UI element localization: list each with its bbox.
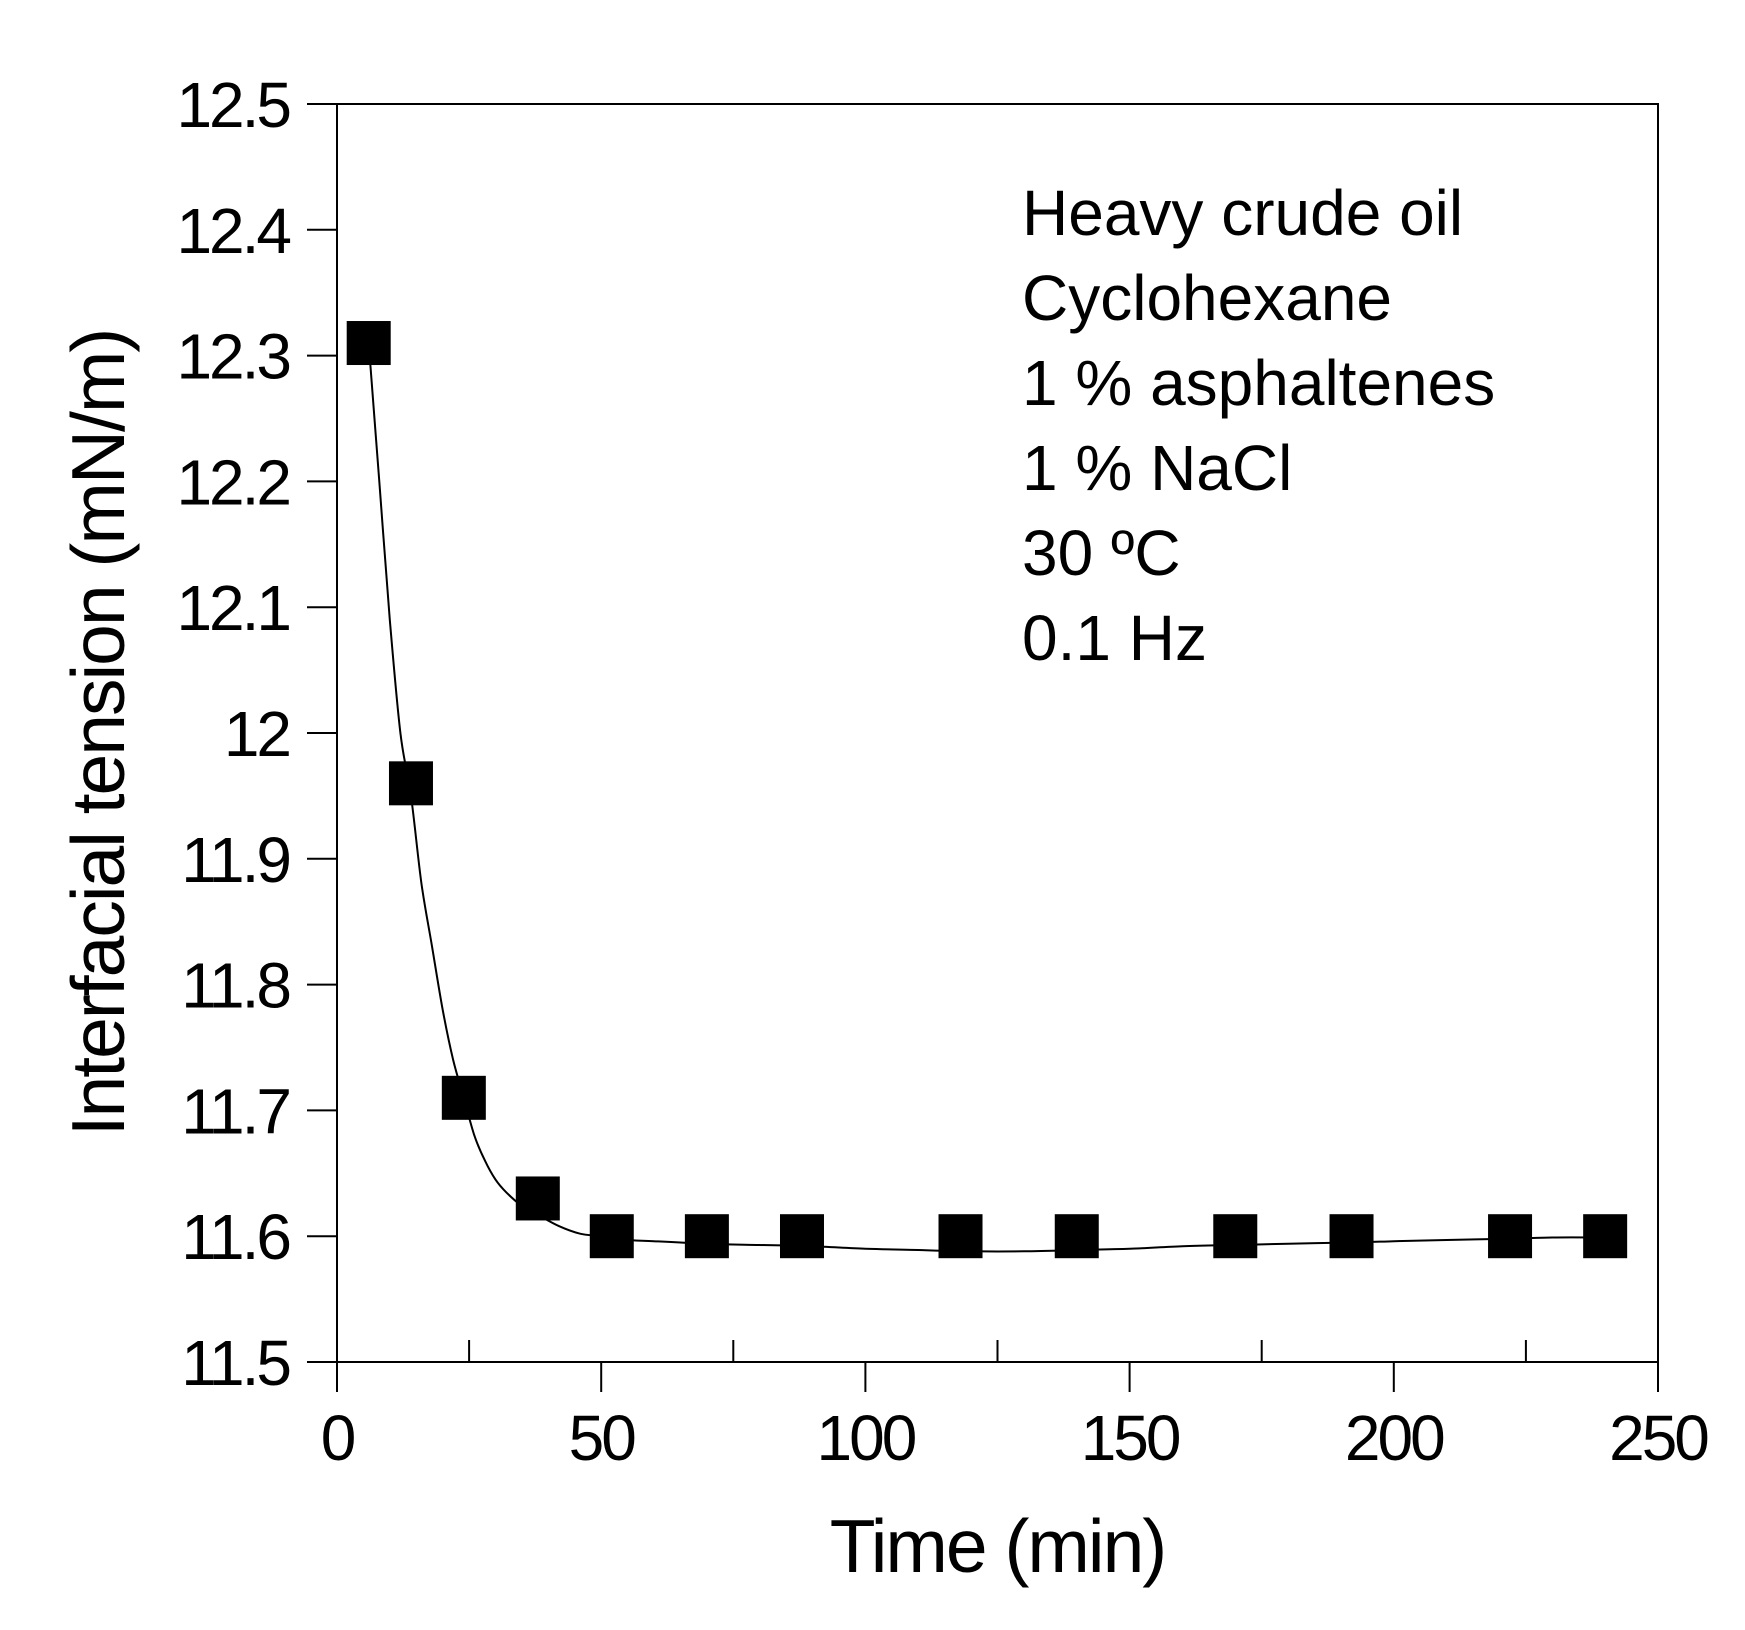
- y-tick-label-3: 11.8: [181, 950, 289, 1022]
- data-point-12: [1583, 1214, 1628, 1259]
- y-tick-label-10: 12.5: [176, 69, 289, 141]
- data-point-9: [1213, 1214, 1258, 1259]
- y-tick-label-9: 12.4: [176, 195, 290, 267]
- data-point-0: [346, 321, 391, 366]
- y-tick-label-7: 12.2: [176, 446, 289, 518]
- data-point-1: [388, 761, 433, 806]
- y-tick-label-4: 11.9: [181, 824, 289, 896]
- y-tick-label-6: 12.1: [176, 572, 289, 644]
- data-point-7: [938, 1214, 983, 1259]
- y-tick-label-1: 11.6: [181, 1201, 289, 1273]
- x-tick-label-5: 250: [1609, 1402, 1708, 1474]
- x-tick-label-0: 0: [321, 1402, 355, 1474]
- annotation-block: Heavy crude oil Cyclohexane 1 % asphalte…: [1022, 177, 1495, 674]
- fit-curve: [367, 342, 1606, 1253]
- y-tick-label-2: 11.7: [181, 1075, 289, 1147]
- data-point-3: [515, 1176, 560, 1221]
- data-point-11: [1488, 1214, 1533, 1259]
- data-point-10: [1329, 1214, 1374, 1259]
- data-point-5: [684, 1214, 729, 1259]
- x-axis-title: Time (min): [830, 1504, 1166, 1588]
- plot-area-border: [336, 103, 1659, 1363]
- plot-frame: [336, 103, 1659, 1363]
- y-axis-ticks: [307, 103, 337, 1363]
- annotation-line-2: Cyclohexane: [1022, 262, 1392, 334]
- y-tick-label-0: 11.5: [181, 1327, 289, 1399]
- annotation-line-4: 1 % NaCl: [1022, 432, 1292, 504]
- annotation-line-5: 30 ºC: [1022, 517, 1181, 589]
- data-point-2: [441, 1075, 486, 1120]
- y-axis-title: Interfacial tension (mN/m): [56, 330, 140, 1137]
- x-tick-label-4: 200: [1345, 1402, 1444, 1474]
- x-axis-ticks: [336, 1340, 1659, 1392]
- x-tick-label-1: 50: [569, 1402, 636, 1474]
- data-point-6: [779, 1214, 824, 1259]
- data-point-4: [589, 1214, 634, 1259]
- x-tick-label-3: 150: [1081, 1402, 1180, 1474]
- annotation-line-1: Heavy crude oil: [1022, 177, 1463, 249]
- y-tick-label-5: 12: [224, 698, 290, 770]
- y-axis-tick-labels: 11.5 11.6 11.7 11.8 11.9 12 12.1 12.2 12.3 12.4 12…: [176, 69, 293, 1399]
- annotation-line-3: 1 % asphaltenes: [1022, 347, 1495, 419]
- x-axis-tick-labels: 0 50 100 150 200 250: [321, 1402, 1712, 1474]
- x-tick-label-2: 100: [817, 1402, 916, 1474]
- y-tick-label-8: 12.3: [176, 321, 289, 393]
- data-markers: [346, 321, 1628, 1259]
- annotation-line-6: 0.1 Hz: [1022, 602, 1207, 674]
- data-point-8: [1054, 1214, 1099, 1259]
